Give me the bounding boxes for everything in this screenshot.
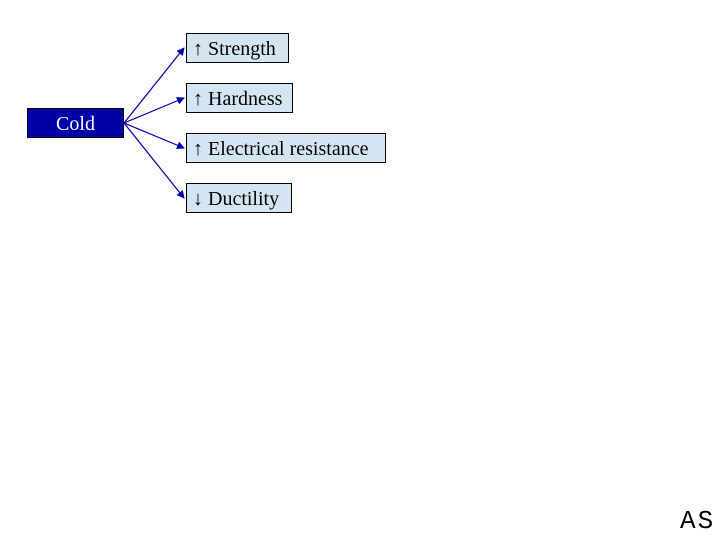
target-label: ↑ Electrical resistance <box>193 138 368 160</box>
target-node-ductility: ↓ Ductility <box>186 183 292 213</box>
source-label: Cold work <box>55 113 96 161</box>
target-label: ↓ Ductility <box>193 188 279 210</box>
target-label: ↑ Hardness <box>193 88 282 110</box>
target-node-electrical-resistance: ↑ Electrical resistance <box>186 133 386 163</box>
arrows-svg <box>0 0 720 540</box>
source-node-cold-work: Cold work <box>27 108 124 138</box>
target-node-strength: ↑ Strength <box>186 33 289 63</box>
footer-label: AS <box>680 506 715 536</box>
target-node-hardness: ↑ Hardness <box>186 83 293 113</box>
target-label: ↑ Strength <box>193 38 276 60</box>
